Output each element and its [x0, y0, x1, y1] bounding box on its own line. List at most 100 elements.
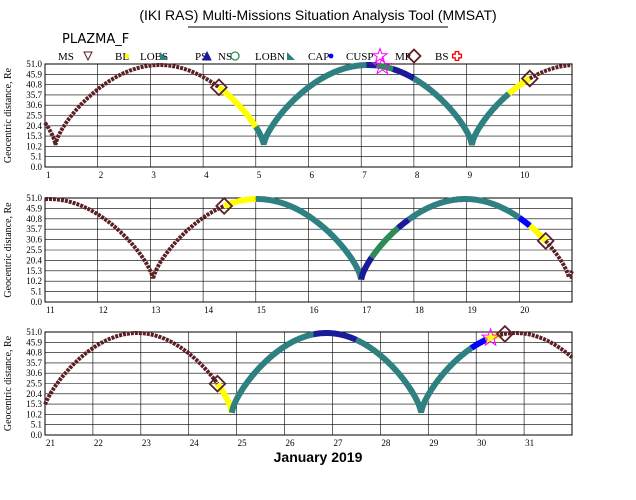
y-tick-label: 10.2 [26, 141, 42, 151]
legend-symbol-mp [406, 48, 422, 64]
y-tick-label: 51.0 [26, 59, 42, 69]
crossing-cusp-marker [372, 55, 393, 75]
x-tick-label: 20 [520, 305, 530, 315]
x-tick-label: 4 [204, 170, 209, 180]
x-tick-label: 30 [477, 438, 487, 448]
y-tick-label: 30.6 [26, 368, 42, 378]
y-tick-label: 10.2 [26, 409, 42, 419]
x-tick-label: 12 [99, 305, 108, 315]
y-tick-label: 20.4 [26, 255, 42, 265]
y-tick-label: 15.3 [26, 399, 42, 409]
y-tick-label: 0.0 [31, 430, 43, 440]
orbit-segment-bl [506, 75, 532, 96]
crossing-mp-marker [520, 69, 539, 88]
y-tick-label: 45.9 [26, 337, 42, 347]
crossing-mp-marker [209, 78, 228, 97]
crossing-mp-marker [215, 196, 234, 216]
x-tick-label: 19 [468, 305, 478, 315]
orbit-segment-lobn [255, 196, 365, 281]
orbit-segment-ps [392, 66, 416, 82]
y-tick-label: 5.1 [31, 287, 42, 297]
x-tick-label: 16 [310, 305, 320, 315]
y-tick-label: 15.3 [26, 266, 42, 276]
x-tick-label: 3 [151, 170, 156, 180]
x-tick-label: 24 [190, 438, 200, 448]
orbit-segment-cap [469, 337, 487, 351]
x-tick-label: 23 [142, 438, 152, 448]
chart-title: (IKI RAS) Multi-Missions Situation Analy… [139, 7, 496, 23]
legend-symbol-bl [124, 53, 130, 59]
y-tick-label: 40.8 [26, 214, 42, 224]
x-tick-label: 22 [94, 438, 103, 448]
x-axis-label: January 2019 [274, 449, 363, 465]
panel-3: 0.05.110.215.320.425.530.635.740.845.951… [3, 324, 574, 448]
y-tick-label: 45.9 [26, 69, 42, 79]
legend-label-lobn: LOBN [255, 51, 285, 63]
x-tick-label: 14 [204, 305, 214, 315]
legend-label-ms: MS [58, 51, 74, 63]
orbit-segment-lobs [355, 337, 473, 414]
crossing-mp-marker [495, 324, 515, 343]
orbit-segment-ms [43, 63, 221, 146]
spacecraft-label: PLAZMA_F [62, 32, 129, 47]
x-tick-label: 15 [257, 305, 267, 315]
y-tick-label: 25.5 [26, 379, 42, 389]
orbit-segment-ns [369, 225, 401, 260]
legend-label-mp: MP [395, 51, 411, 63]
y-tick-label: 45.9 [26, 203, 42, 213]
x-tick-label: 18 [415, 305, 425, 315]
x-tick-label: 26 [286, 438, 296, 448]
y-tick-label: 51.0 [26, 193, 42, 203]
legend-symbol-cap [328, 53, 334, 59]
y-tick-label: 0.0 [31, 162, 43, 172]
y-tick-label: 40.8 [26, 348, 42, 358]
legend-symbol-ms [83, 51, 93, 62]
y-tick-label: 40.8 [26, 80, 42, 90]
orbit-segment-ps [396, 217, 411, 231]
y-tick-label: 25.5 [26, 111, 42, 121]
orbit-segment-cap [517, 215, 532, 229]
legend-label-cap: CAP [308, 51, 329, 63]
legend-symbol-cusp [371, 46, 389, 64]
x-tick-label: 6 [310, 170, 315, 180]
x-tick-label: 25 [238, 438, 248, 448]
legend-label-cusp: CUSP [346, 51, 374, 63]
orbit-segment-ms [43, 331, 220, 406]
panels: 0.05.110.215.320.425.530.635.740.845.951… [3, 55, 574, 448]
y-tick-label: 10.2 [26, 276, 42, 286]
x-tick-label: 29 [429, 438, 439, 448]
orbit-segment-ps [358, 255, 375, 281]
orbit-segment-bl [527, 223, 548, 243]
orbit-segment-ns [376, 62, 394, 72]
y-tick-label: 5.1 [31, 152, 42, 162]
y-tick-label: 30.6 [26, 235, 42, 245]
x-tick-label: 28 [381, 438, 391, 448]
y-tick-label: 5.1 [31, 420, 42, 430]
legend-symbol-lobn [287, 52, 295, 60]
x-tick-label: 13 [151, 305, 161, 315]
x-tick-label: 21 [46, 438, 55, 448]
y-tick-label: 15.3 [26, 131, 42, 141]
y-tick-label: 25.5 [26, 245, 42, 255]
x-tick-label: 27 [333, 438, 343, 448]
y-tick-label: 30.6 [26, 100, 42, 110]
x-tick-label: 1 [46, 170, 51, 180]
y-tick-label: 35.7 [26, 358, 42, 368]
y-axis-title: Geocentric distance, Re [3, 335, 14, 431]
x-tick-label: 17 [362, 305, 372, 315]
crossing-cusp-marker [480, 327, 501, 347]
legend-symbol-ns [230, 51, 240, 61]
orbit-segment-lobs [412, 75, 511, 146]
x-tick-label: 2 [99, 170, 104, 180]
y-axis-title: Geocentric distance, Re [3, 202, 14, 298]
x-tick-label: 9 [468, 170, 473, 180]
y-tick-label: 35.7 [26, 224, 42, 234]
x-tick-label: 31 [525, 438, 534, 448]
orbit-segment-lobn [253, 62, 367, 146]
x-tick-label: 8 [415, 170, 420, 180]
orbit-segment-bl [214, 382, 235, 414]
x-tick-label: 7 [362, 170, 367, 180]
orbit-segment-ms [528, 63, 573, 81]
orbit-segment-bl [217, 84, 259, 129]
